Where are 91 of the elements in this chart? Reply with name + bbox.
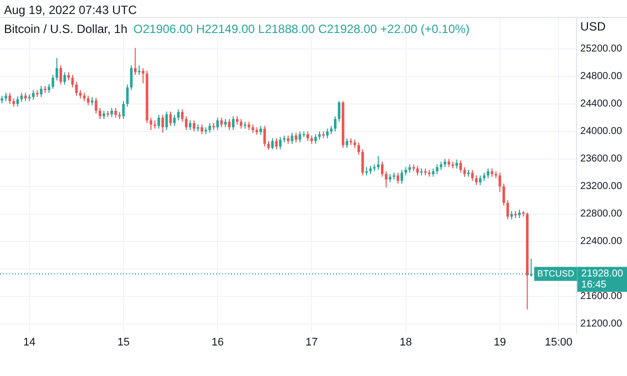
candlestick (498, 172, 502, 192)
candlestick (416, 165, 419, 176)
candlestick (486, 168, 490, 179)
candlestick (506, 200, 509, 220)
candlestick (502, 183, 506, 206)
candlestick (357, 142, 360, 156)
candlestick (52, 74, 54, 90)
candlestick (471, 169, 474, 182)
x-tick-label: 14 (23, 336, 36, 348)
candlestick (478, 174, 482, 186)
candlestick (94, 97, 98, 114)
candlestick (59, 64, 62, 86)
text: 16:45 (581, 280, 607, 291)
candlestick (16, 96, 19, 108)
candlestick (32, 90, 35, 100)
candlestick (192, 120, 196, 132)
x-tick-label: 19 (494, 336, 506, 348)
candlestick (86, 95, 90, 106)
candlestick (63, 72, 66, 86)
candlestick (40, 86, 42, 98)
candlestick (184, 116, 188, 131)
candlestick (459, 160, 462, 174)
candlestick (181, 108, 184, 122)
candlestick (346, 138, 348, 148)
y-tick-label: 25200.00 (580, 44, 622, 55)
x-tick-label: 17 (306, 336, 318, 348)
candlestick (279, 136, 282, 150)
text: 21928.00 (581, 268, 624, 280)
candlestick (463, 166, 466, 178)
candlestick (380, 161, 384, 178)
candlestick (161, 114, 164, 134)
text: Aug 19, 2022 07:43 UTC (4, 3, 137, 17)
candlestick (220, 117, 223, 128)
y-tick-label: 21600.00 (580, 291, 622, 302)
candlestick (361, 148, 364, 176)
y-tick-label: 24800.00 (580, 71, 622, 82)
candlestick (216, 117, 219, 131)
candlestick (263, 125, 266, 148)
candlestick (150, 117, 152, 131)
x-tick-label: 15 (117, 336, 130, 348)
candlestick (126, 84, 129, 108)
candlestick (400, 169, 404, 184)
candlestick (169, 110, 172, 126)
chart-title: Bitcoin / U.S. Dollar, 1h (4, 22, 128, 36)
x-tick-label: 15:00 (544, 336, 572, 348)
y-tick-label: 22400.00 (580, 236, 622, 248)
candlestick (75, 81, 78, 96)
candlestick (314, 134, 317, 144)
candlestick (134, 47, 137, 76)
candlestick (122, 100, 125, 120)
candlestick (208, 122, 212, 134)
candlestick (232, 116, 235, 131)
candlestick (384, 170, 388, 188)
candlestick (240, 118, 242, 130)
candlestick (228, 118, 231, 131)
candlestick (114, 108, 117, 118)
candlestick (8, 92, 12, 104)
candlestick (130, 64, 133, 91)
y-tick-label: 24000.00 (580, 126, 622, 138)
candlestick (56, 57, 58, 82)
candlestick (334, 116, 336, 132)
y-tick-label: 21200.00 (580, 318, 622, 330)
y-tick-label: 22800.00 (580, 208, 622, 220)
ref-line-label: BTCUSD (537, 268, 575, 278)
candlestick (188, 120, 192, 131)
candlestick (138, 64, 140, 76)
candlestick (298, 130, 302, 143)
candlestick (177, 108, 180, 121)
x-tick-label: 18 (400, 336, 412, 348)
candlestick (200, 124, 204, 135)
candlestick (294, 132, 298, 143)
candlestick (173, 114, 176, 126)
candlestick (165, 110, 168, 131)
candlestick (290, 132, 294, 144)
y-axis-title: USD (580, 19, 606, 34)
x-tick-label: 16 (211, 336, 224, 348)
y-tick-label: 23200.00 (580, 181, 622, 192)
candlestick (306, 130, 310, 142)
y-tick-label: 24400.00 (580, 98, 622, 110)
candlestick (326, 128, 329, 139)
candlestick (275, 138, 278, 150)
candlestick (475, 174, 478, 186)
y-tick-label: 23600.00 (580, 154, 622, 165)
candlestick (158, 114, 160, 130)
candlestick (338, 100, 340, 122)
candlestick (71, 74, 74, 88)
candlestick (396, 172, 400, 184)
chart-subtitle: O21906.00 H22149.00 L21888.00 C21928.00 +22.00 (+0.10%) (133, 22, 470, 36)
candlestick (98, 108, 102, 120)
candlestick (271, 138, 274, 150)
candlestick (436, 164, 438, 175)
